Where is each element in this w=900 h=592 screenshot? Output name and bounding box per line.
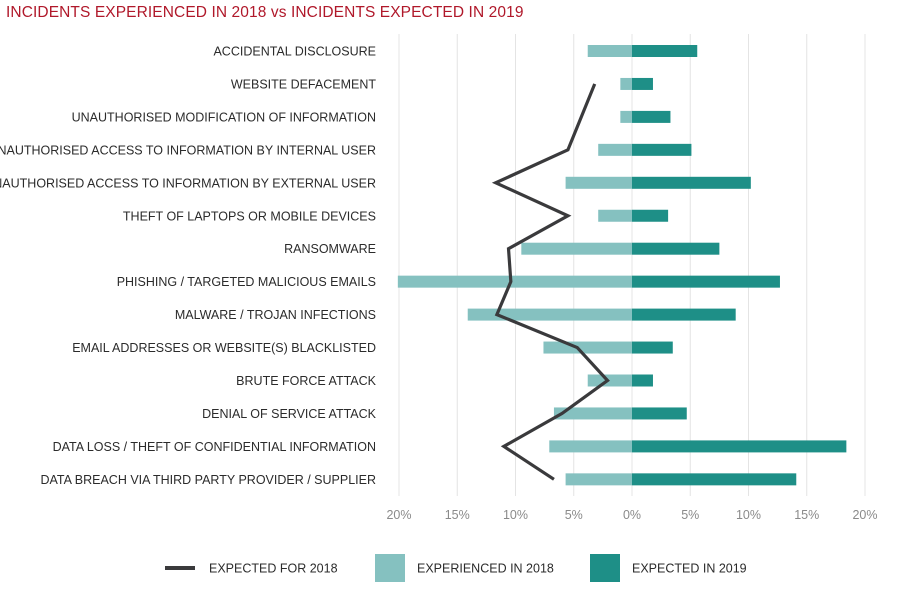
x-tick-label: 0% xyxy=(623,508,641,522)
gridlines xyxy=(398,34,866,496)
bar-expected-2019 xyxy=(632,242,720,255)
bar-expected-2019 xyxy=(632,110,671,123)
category-label: DENIAL OF SERVICE ATTACK xyxy=(202,407,377,421)
x-tick-label: 5% xyxy=(681,508,699,522)
bar-expected-2019 xyxy=(632,473,797,486)
category-label: DATA LOSS / THEFT OF CONFIDENTIAL INFORM… xyxy=(53,440,376,454)
legend-swatch-experienced-2018 xyxy=(375,554,405,582)
bar-experienced-2018 xyxy=(565,473,632,486)
category-label: WEBSITE DEFACEMENT xyxy=(231,77,377,91)
bar-experienced-2018 xyxy=(565,176,632,189)
category-label: UNAUTHORISED ACCESS TO INFORMATION BY EX… xyxy=(0,176,376,190)
line-expected-2018 xyxy=(491,83,610,481)
x-tick-label: 15% xyxy=(794,508,819,522)
bar-experienced-2018 xyxy=(620,77,632,90)
x-tick-label: 10% xyxy=(503,508,528,522)
bar-experienced-2018 xyxy=(543,341,632,354)
category-label: EMAIL ADDRESSES OR WEBSITE(S) BLACKLISTE… xyxy=(72,341,376,355)
bar-experienced-2018 xyxy=(397,275,632,288)
bars xyxy=(397,45,847,486)
bar-experienced-2018 xyxy=(598,209,632,222)
legend: EXPECTED FOR 2018 EXPERIENCED IN 2018 EXPE… xyxy=(165,554,747,582)
bar-expected-2019 xyxy=(632,77,653,90)
legend-swatch-expected-2019 xyxy=(590,554,620,582)
bar-experienced-2018 xyxy=(467,308,632,321)
category-label: UNAUTHORISED ACCESS TO INFORMATION BY IN… xyxy=(0,143,376,157)
x-tick-label: 15% xyxy=(445,508,470,522)
bar-experienced-2018 xyxy=(521,242,632,255)
bar-experienced-2018 xyxy=(549,440,632,453)
bar-experienced-2018 xyxy=(553,407,632,420)
bar-expected-2019 xyxy=(632,374,653,387)
category-label: UNAUTHORISED MODIFICATION OF INFORMATION xyxy=(72,110,376,124)
chart-title: INCIDENTS EXPERIENCED IN 2018 vs INCIDEN… xyxy=(6,4,524,21)
expected-2018-line xyxy=(491,83,610,481)
bar-expected-2019 xyxy=(632,308,736,321)
legend-label-experienced-2018: EXPERIENCED IN 2018 xyxy=(417,562,554,576)
x-tick-label: 10% xyxy=(736,508,761,522)
bar-expected-2019 xyxy=(632,440,847,453)
x-tick-label: 20% xyxy=(852,508,877,522)
bar-expected-2019 xyxy=(632,209,669,222)
category-label: THEFT OF LAPTOPS OR MOBILE DEVICES xyxy=(123,209,376,223)
category-label: BRUTE FORCE ATTACK xyxy=(236,374,376,388)
bar-expected-2019 xyxy=(632,45,698,57)
bar-experienced-2018 xyxy=(587,45,632,57)
legend-label-expected-2018: EXPECTED FOR 2018 xyxy=(209,562,338,576)
category-label: RANSOMWARE xyxy=(284,242,376,256)
x-tick-label: 20% xyxy=(386,508,411,522)
category-label: MALWARE / TROJAN INFECTIONS xyxy=(175,308,376,322)
bar-experienced-2018 xyxy=(620,110,632,123)
category-label: PHISHING / TARGETED MALICIOUS EMAILS xyxy=(117,275,376,289)
bar-expected-2019 xyxy=(632,176,751,189)
bar-expected-2019 xyxy=(632,407,687,420)
category-labels: ACCIDENTAL DISCLOSURE WEBSITE DEFACEMENT U… xyxy=(0,45,377,487)
bar-experienced-2018 xyxy=(587,374,632,387)
x-tick-label: 5% xyxy=(565,508,583,522)
category-label: ACCIDENTAL DISCLOSURE xyxy=(213,45,376,59)
x-axis-ticks: 20% 15% 10% 5% 0% 5% 10% 15% 20% xyxy=(386,508,877,522)
category-label: DATA BREACH VIA THIRD PARTY PROVIDER / S… xyxy=(40,473,376,487)
bar-expected-2019 xyxy=(632,341,673,354)
legend-label-expected-2019: EXPECTED IN 2019 xyxy=(632,562,747,576)
bar-experienced-2018 xyxy=(598,143,632,156)
bar-expected-2019 xyxy=(632,143,692,156)
bar-expected-2019 xyxy=(632,275,780,288)
